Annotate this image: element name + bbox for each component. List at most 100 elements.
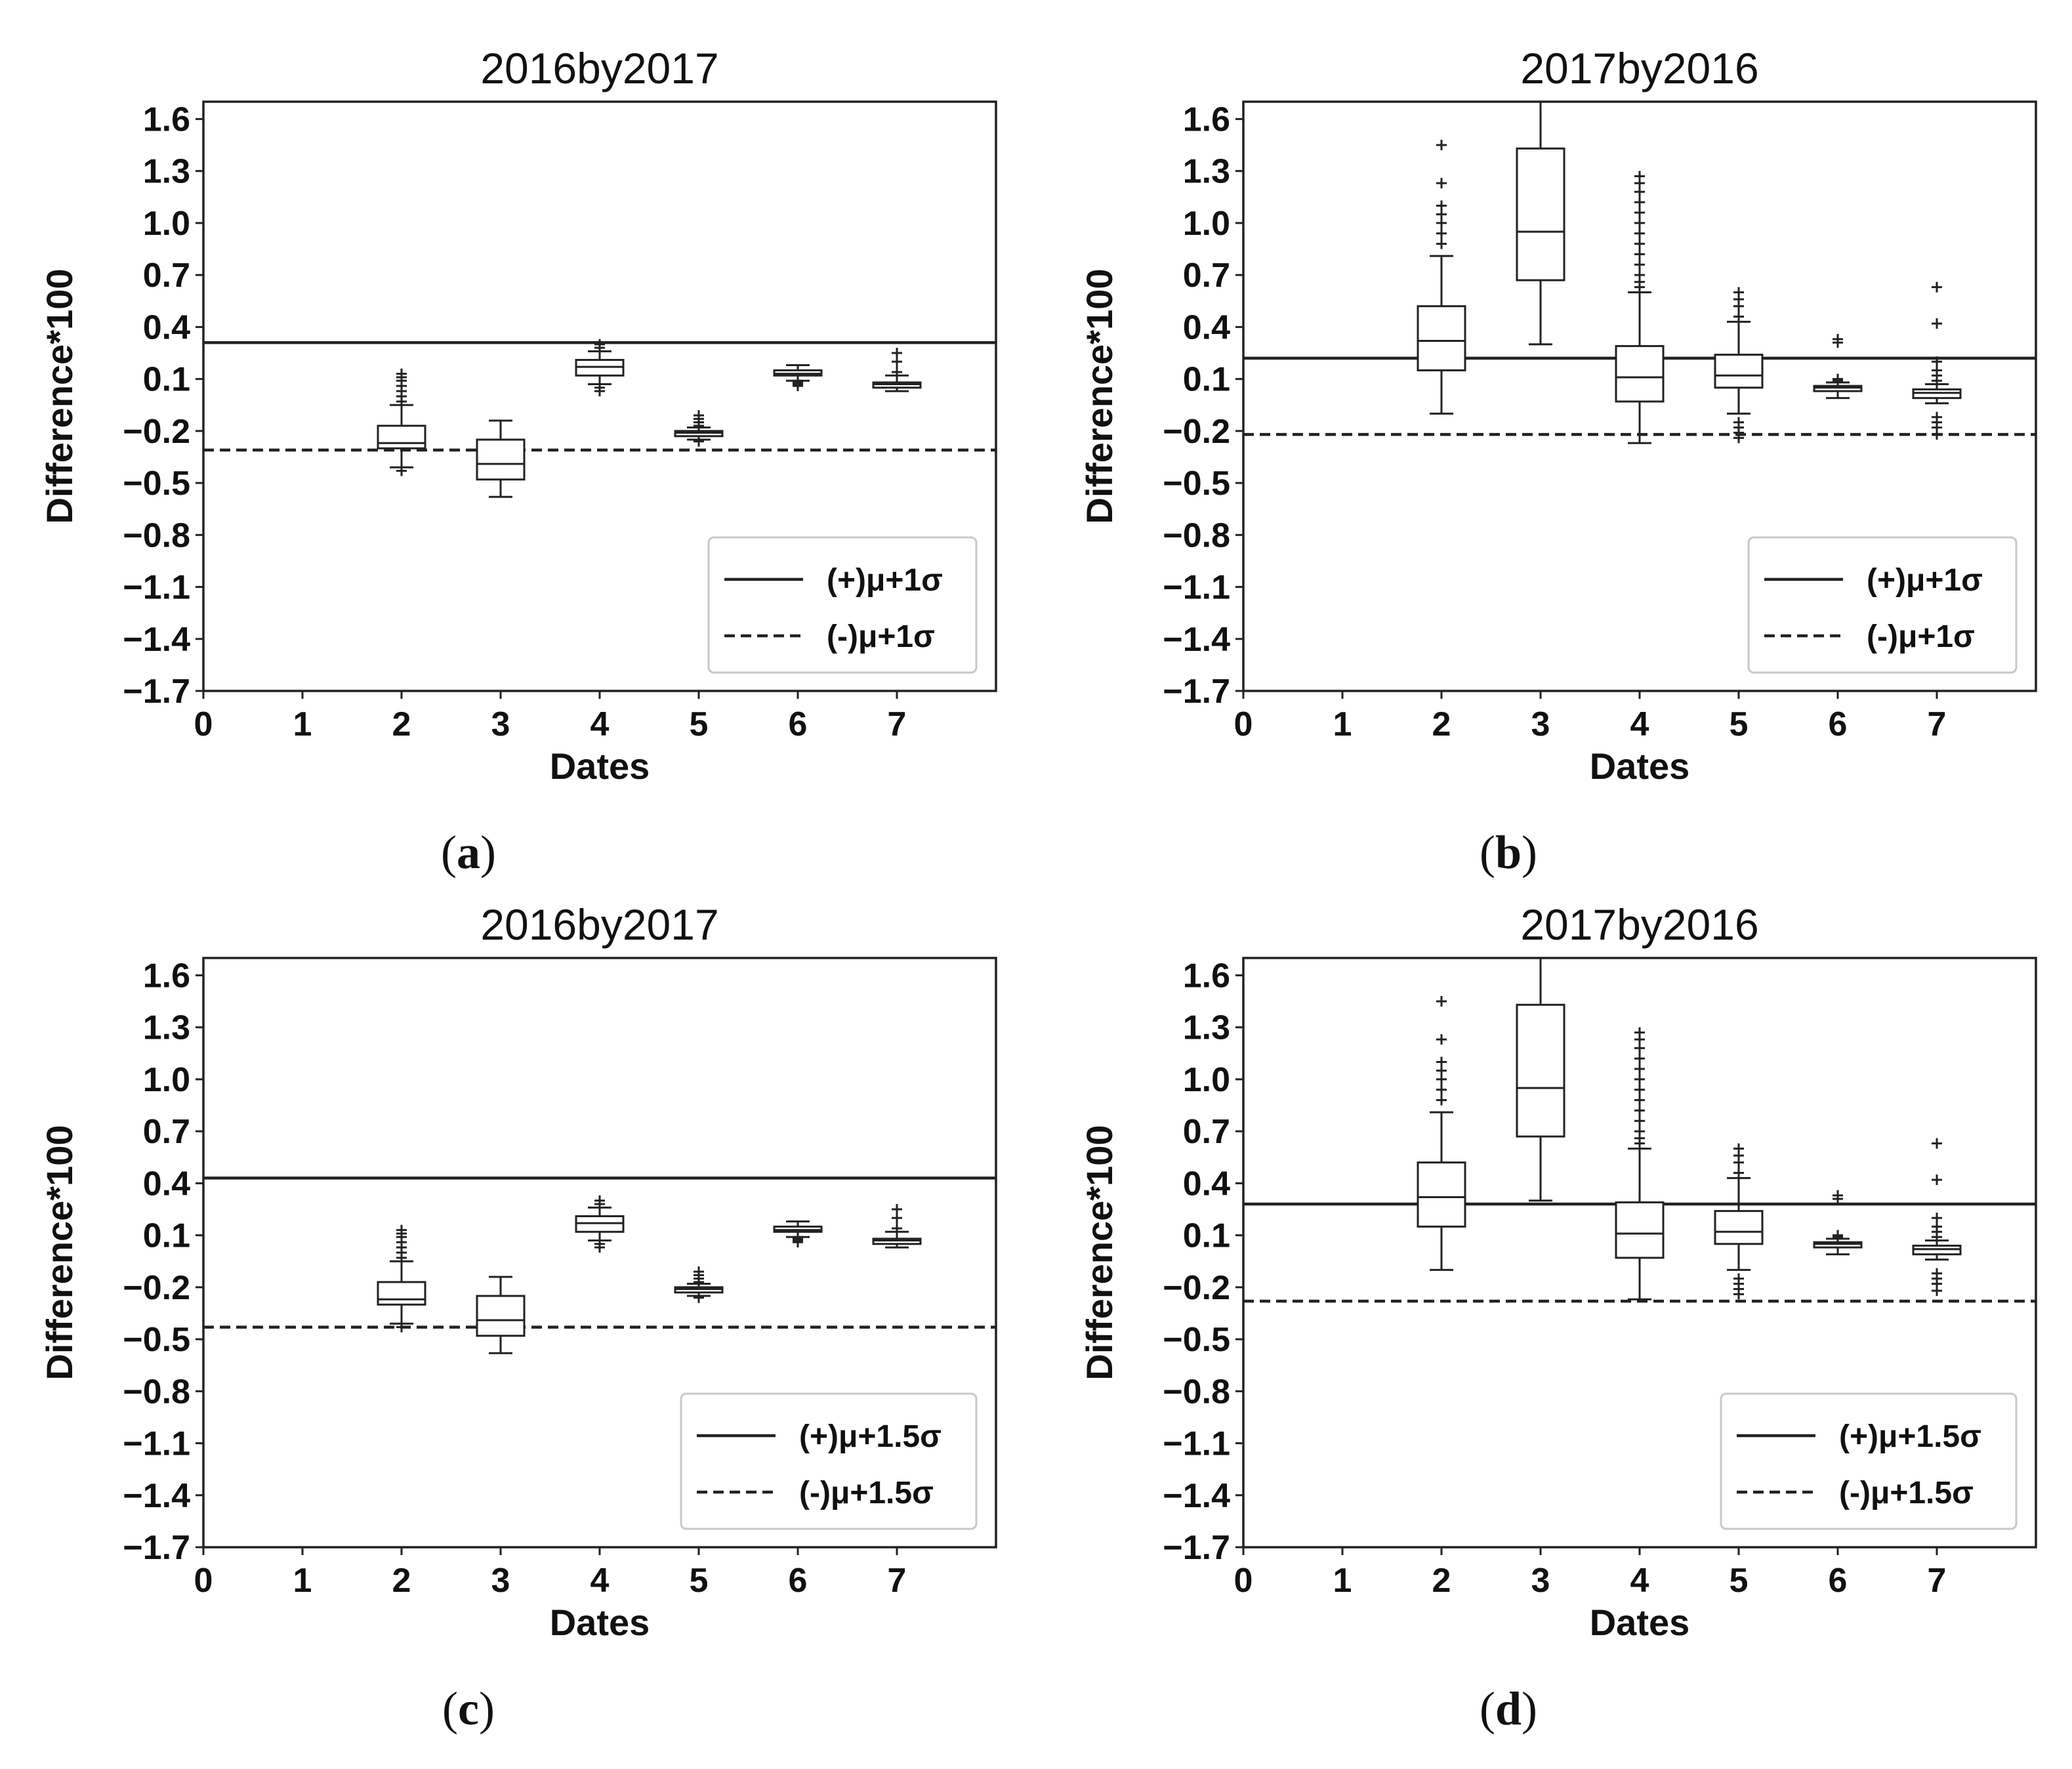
- y-tick-label: 1.6: [143, 957, 190, 995]
- outlier-marker: [1436, 228, 1447, 239]
- outlier-marker: [793, 375, 803, 386]
- iqr-box: [1615, 344, 1665, 403]
- x-tick-label: 2: [392, 705, 411, 743]
- outlier-marker: [1634, 228, 1645, 239]
- outlier-marker: [1932, 1175, 1942, 1186]
- caption-close-paren: ): [479, 1682, 495, 1735]
- y-tick-label: −1.4: [1163, 621, 1230, 659]
- y-tick-label: 0.4: [143, 1165, 190, 1203]
- legend-box: [707, 536, 978, 674]
- boxplot-date-5: [1714, 287, 1764, 444]
- x-tick-label: 3: [1531, 705, 1550, 743]
- x-axis-label: Dates: [550, 745, 650, 787]
- outlier-marker: [1634, 171, 1645, 182]
- boxplot-date-4: [1615, 1027, 1665, 1301]
- boxplot-date-4: [575, 339, 625, 397]
- outlier-marker: [1436, 1056, 1447, 1068]
- boxplot-date-4: [1615, 171, 1665, 444]
- outlier-marker: [1436, 1094, 1447, 1106]
- x-tick-label: 2: [1432, 705, 1451, 743]
- boxplot-date-5: [1714, 1143, 1764, 1300]
- boxplot-date-4: [575, 1195, 625, 1253]
- boxplot-date-5: [674, 410, 724, 447]
- outlier-marker: [892, 1203, 902, 1215]
- panel-caption: (a): [441, 826, 496, 879]
- outlier-marker: [1634, 238, 1645, 249]
- x-tick-label: 2: [392, 1562, 411, 1600]
- y-tick-label: 0.4: [1183, 1165, 1230, 1203]
- x-tick-label: 0: [194, 1562, 213, 1600]
- outlier-marker: [1436, 1034, 1447, 1045]
- caption-letter: b: [1495, 826, 1522, 879]
- y-tick-label: −1.4: [123, 1477, 190, 1515]
- iqr-box: [476, 1295, 526, 1337]
- x-tick-label: 0: [194, 705, 213, 743]
- panel-caption: (b): [1480, 826, 1537, 879]
- iqr-box: [1516, 147, 1565, 281]
- boxplot-date-3: [1516, 102, 1565, 346]
- y-tick-label: −1.7: [123, 673, 190, 711]
- plot-area: [1243, 958, 2036, 1303]
- legend-label: (+)μ+1σ: [1867, 563, 1983, 598]
- y-tick-label: −1.7: [1163, 1529, 1230, 1567]
- boxplot-date-6: [1813, 333, 1863, 400]
- x-tick-label: 3: [491, 705, 510, 743]
- iqr-box: [476, 438, 526, 481]
- outlier-marker: [1932, 356, 1942, 367]
- outlier-marker: [1634, 1115, 1645, 1127]
- x-tick-label: 1: [1333, 1562, 1352, 1600]
- y-axis-label: Difference*100: [1079, 1125, 1120, 1380]
- caption-close-paren: ): [1522, 826, 1537, 879]
- x-tick-label: 6: [789, 1562, 808, 1600]
- outlier-marker: [1932, 318, 1942, 329]
- outlier-marker: [1932, 1138, 1942, 1149]
- x-tick-label: 6: [789, 705, 808, 743]
- outlier-marker: [694, 410, 704, 421]
- outlier-marker: [1634, 1105, 1645, 1116]
- x-axis-label: Dates: [1590, 1602, 1690, 1643]
- iqr-box: [1714, 354, 1764, 389]
- caption-letter: c: [458, 1682, 479, 1735]
- outlier-marker: [594, 1235, 605, 1246]
- y-tick-label: 0.7: [1183, 1113, 1230, 1151]
- y-tick-label: −1.7: [1163, 673, 1230, 711]
- y-tick-label: −1.1: [1163, 569, 1230, 607]
- legend: (+)μ+1.5σ (-)μ+1.5σ: [1720, 1392, 2018, 1530]
- outlier-marker: [1436, 1084, 1447, 1095]
- iqr-box: [377, 1281, 426, 1306]
- y-tick-label: −0.5: [1163, 465, 1230, 503]
- outlier-marker: [1634, 1084, 1645, 1095]
- y-tick-label: −1.4: [123, 621, 190, 659]
- y-tick-label: 1.0: [143, 205, 190, 243]
- caption-open-paren: (: [441, 826, 457, 879]
- outlier-marker: [1733, 1167, 1744, 1178]
- outlier-marker: [694, 1266, 704, 1278]
- legend-box: [1747, 536, 2018, 674]
- x-tick-label: 0: [1234, 705, 1253, 743]
- outlier-marker: [1733, 1273, 1744, 1284]
- boxplot-date-7: [872, 1203, 922, 1249]
- chart-title: 2017by2016: [1520, 44, 1758, 93]
- x-tick-label: 5: [690, 705, 709, 743]
- y-tick-label: −1.7: [123, 1529, 190, 1567]
- panel-b: 2017by2016 1.6 1.3 1.0 0.7 0.4 0.1 −0.2 −0.5 −0.8…: [1079, 44, 2037, 879]
- y-tick-label: 1.6: [143, 100, 190, 138]
- outlier-marker: [1634, 1094, 1645, 1106]
- outlier-marker: [1932, 411, 1942, 423]
- boxplot-date-7: [1912, 1138, 1962, 1297]
- x-tick-label: 4: [1630, 705, 1649, 743]
- outlier-marker: [1634, 249, 1645, 260]
- y-tick-label: 1.6: [1183, 957, 1230, 995]
- y-tick-label: 1.3: [143, 1009, 190, 1047]
- x-tick-label: 0: [1234, 1562, 1253, 1600]
- y-tick-label: −0.2: [1163, 413, 1230, 451]
- y-tick-label: 0.1: [143, 1217, 190, 1255]
- outlier-marker: [1833, 373, 1843, 385]
- y-tick-label: −0.2: [123, 413, 190, 451]
- boxplot-date-3: [476, 1276, 526, 1354]
- outlier-marker: [396, 1224, 407, 1236]
- outlier-marker: [1733, 311, 1744, 322]
- plot-area: [1243, 102, 2036, 444]
- y-tick-label: 1.0: [1183, 1061, 1230, 1099]
